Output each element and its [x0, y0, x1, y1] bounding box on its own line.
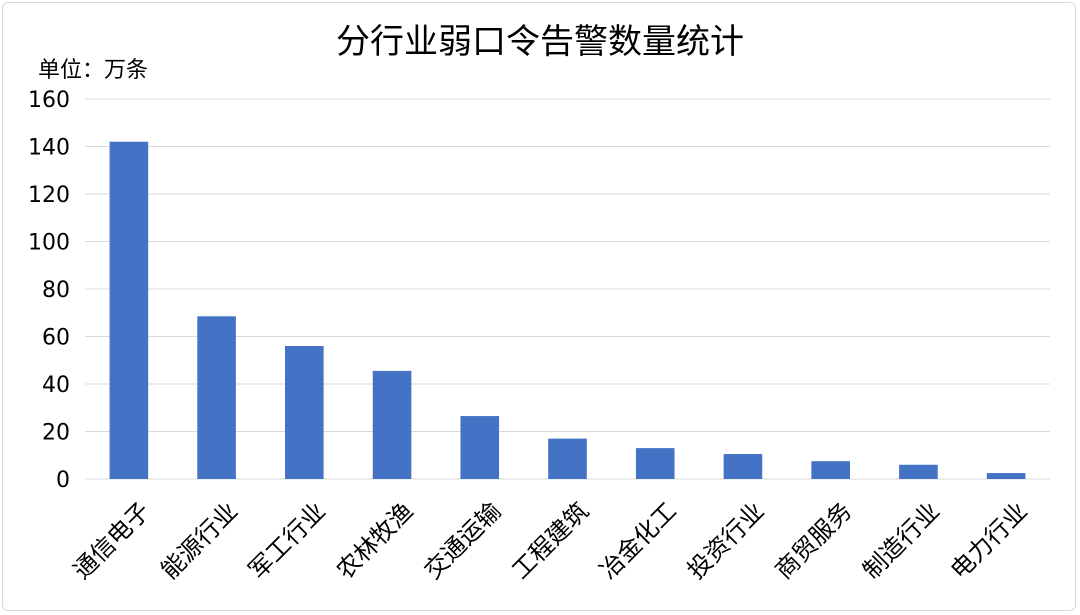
bars: [109, 141, 1026, 479]
x-tick-label: 商贸服务: [770, 497, 858, 585]
bar: [986, 473, 1026, 479]
bar: [372, 370, 412, 479]
y-tick-label: 60: [42, 326, 70, 351]
y-tick-label: 0: [56, 468, 70, 493]
y-tick-label: 100: [28, 231, 70, 256]
x-tick-label: 冶金化工: [594, 497, 682, 585]
y-tick-label: 40: [42, 373, 70, 398]
bar: [899, 464, 938, 479]
bar: [460, 416, 500, 479]
y-axis-ticks: 0 20 40 60 80 100 120 140 160: [28, 88, 70, 493]
x-tick-label: 投资行业: [682, 497, 770, 585]
x-tick-label: 工程建筑: [507, 497, 595, 585]
y-tick-label: 20: [42, 421, 70, 446]
x-tick-label: 能源行业: [156, 497, 244, 585]
x-tick-label: 通信电子: [68, 497, 156, 585]
bar: [723, 454, 763, 479]
x-tick-label: 电力行业: [945, 497, 1033, 585]
y-tick-label: 120: [28, 183, 70, 208]
x-tick-label: 农林牧渔: [331, 497, 419, 585]
bar: [548, 438, 587, 479]
unit-label: 单位：万条: [38, 58, 149, 83]
y-tick-label: 140: [28, 136, 70, 161]
bar: [811, 461, 850, 479]
x-tick-label: 军工行业: [243, 497, 331, 585]
x-axis-ticks: 通信电子 能源行业 军工行业 农林牧渔 交通运输 工程建筑 冶金化工 投资行业 商贸服务 制造行业…: [68, 497, 1033, 585]
x-tick-label: 交通运输: [419, 497, 507, 585]
y-tick-label: 80: [42, 278, 70, 303]
bar: [197, 316, 236, 479]
bar: [109, 141, 149, 479]
bar: [285, 346, 324, 479]
bar: [635, 448, 675, 479]
x-tick-label: 制造行业: [857, 497, 945, 585]
y-tick-label: 160: [28, 88, 70, 113]
gridlines: [85, 98, 1050, 480]
chart-title: 分行业弱口令告警数量统计: [336, 22, 744, 62]
